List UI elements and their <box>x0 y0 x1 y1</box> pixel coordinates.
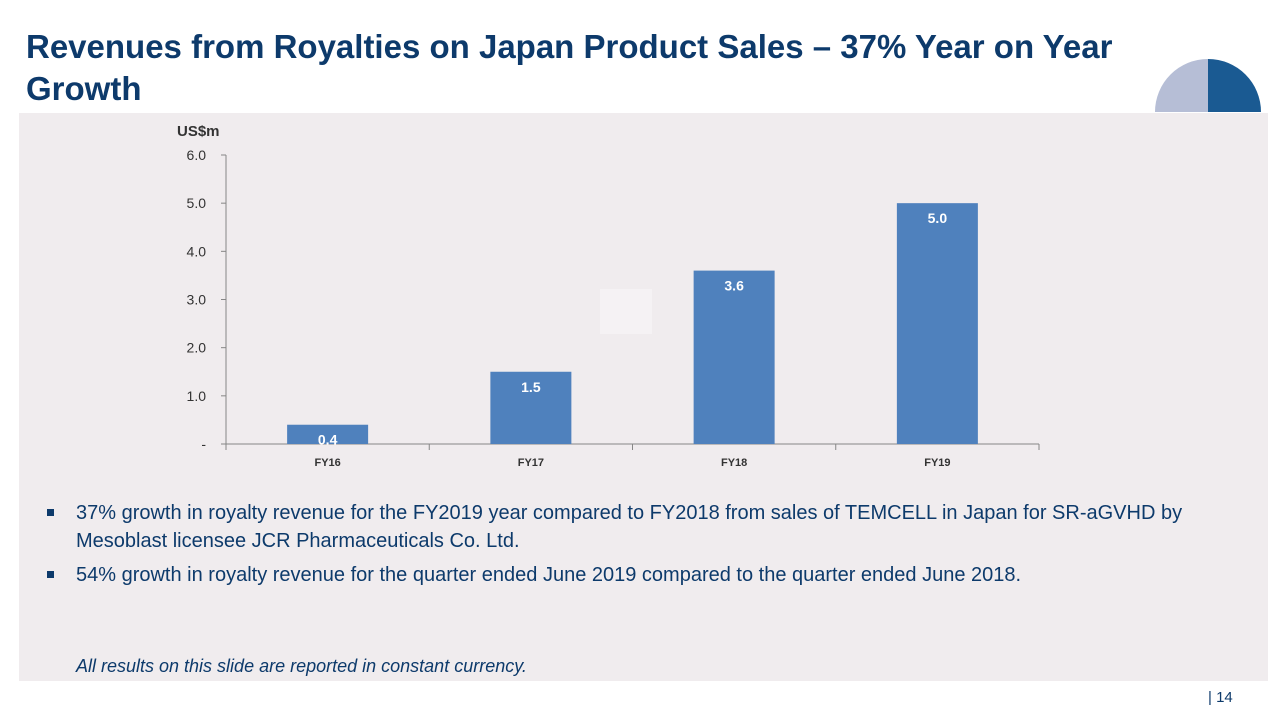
logo-light-quarter <box>1155 59 1208 112</box>
y-tick-label: 5.0 <box>187 195 207 211</box>
bar-fy17 <box>490 371 572 444</box>
slide-title: Revenues from Royalties on Japan Product… <box>26 28 1113 107</box>
x-tick-label: FY18 <box>721 457 747 469</box>
bars: 0.4 1.5 3.6 5.0 <box>287 203 978 448</box>
x-tick-label: FY16 <box>314 457 340 469</box>
y-axis-unit-label: US$m <box>177 123 220 140</box>
y-tick-label: 1.0 <box>187 388 207 404</box>
glare-patch <box>600 289 652 334</box>
content-panel: - 1.0 2.0 3.0 4.0 5.0 6.0 FY16 FY17 FY18 FY19 0.4… <box>19 113 1268 681</box>
royalty-revenue-bar-chart: - 1.0 2.0 3.0 4.0 5.0 6.0 FY16 FY17 FY18 FY19 0.4… <box>177 123 1040 469</box>
bar-fy18 <box>693 270 775 444</box>
bar-fy19 <box>896 203 978 444</box>
y-tick-label: 3.0 <box>187 292 207 308</box>
footnote: All results on this slide are reported i… <box>76 656 527 676</box>
bar-data-label: 1.5 <box>521 379 541 395</box>
logo-mid-quarter <box>1208 59 1261 112</box>
bullet-square-icon <box>47 509 54 516</box>
bar-data-label: 5.0 <box>928 210 948 226</box>
bullet-item: 37% growth in royalty revenue for the FY… <box>46 499 1216 555</box>
y-tick-label: 4.0 <box>187 243 207 259</box>
x-tick-label: FY17 <box>518 457 544 469</box>
y-axis: - 1.0 2.0 3.0 4.0 5.0 6.0 <box>187 147 227 452</box>
bullet-list: 37% growth in royalty revenue for the FY… <box>46 499 1216 595</box>
bullet-text: 37% growth in royalty revenue for the FY… <box>76 502 1183 552</box>
bar-data-label: 3.6 <box>724 278 744 294</box>
y-tick-label: 2.0 <box>187 340 207 356</box>
y-tick-label: 6.0 <box>187 147 207 163</box>
y-tick-label: - <box>201 436 206 452</box>
x-axis: FY16 FY17 FY18 FY19 <box>225 443 1040 469</box>
bullet-item: 54% growth in royalty revenue for the qu… <box>46 561 1216 589</box>
bullet-text: 54% growth in royalty revenue for the qu… <box>76 564 1022 586</box>
bar-fy16 <box>287 424 369 444</box>
x-tick-label: FY19 <box>924 457 950 469</box>
bullet-square-icon <box>47 571 54 578</box>
page-number: | 14 <box>1208 689 1233 706</box>
bar-data-label: 0.4 <box>318 432 338 448</box>
